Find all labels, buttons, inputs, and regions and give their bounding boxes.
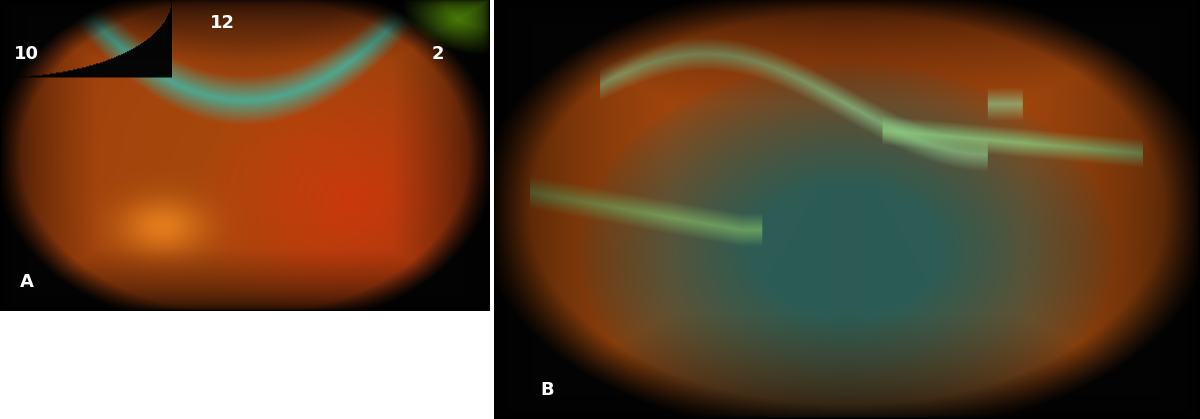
Text: B: B xyxy=(540,381,554,398)
Text: 12: 12 xyxy=(210,14,235,32)
Text: 10: 10 xyxy=(14,46,40,64)
Text: 2: 2 xyxy=(432,46,444,64)
Text: A: A xyxy=(20,273,34,291)
